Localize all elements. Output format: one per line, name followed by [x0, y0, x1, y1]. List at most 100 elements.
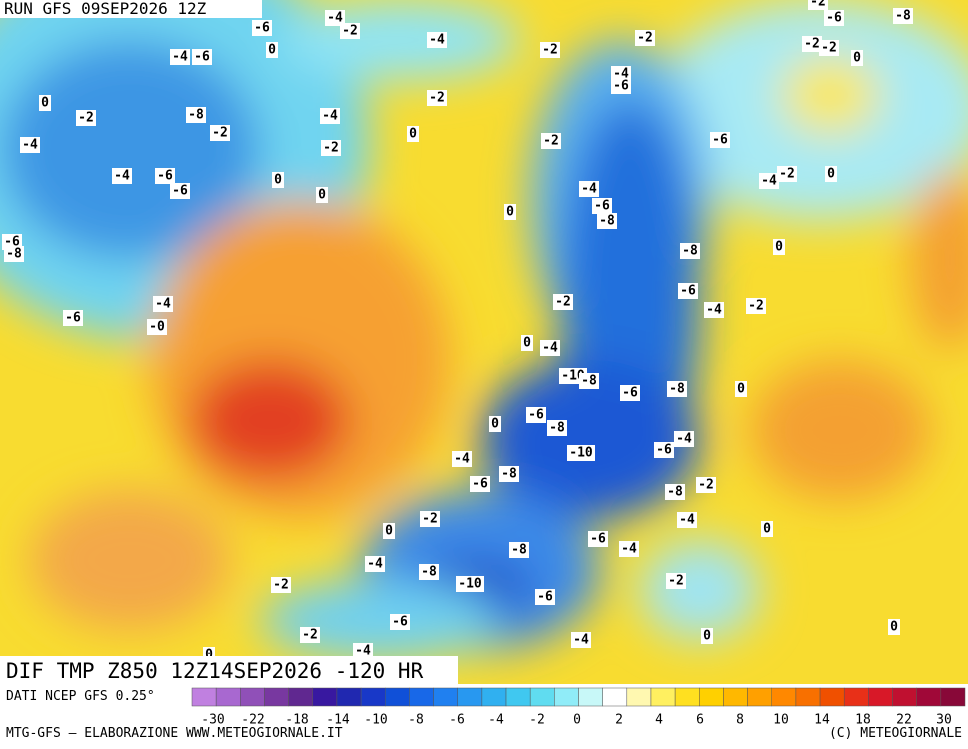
- scale-swatch: [940, 687, 966, 707]
- label-box: [271, 577, 291, 593]
- scale-label: 6: [696, 713, 704, 728]
- product-label: DIF TMP Z850 12Z14SEP2026 -120 HR: [6, 659, 424, 683]
- label-box: [819, 40, 839, 56]
- contour-label: -2: [821, 41, 837, 56]
- contour-label: 0: [890, 620, 898, 635]
- scale-label: 8: [736, 713, 744, 728]
- scale-swatch: [674, 687, 700, 707]
- label-box: [252, 20, 272, 36]
- label-box: [499, 466, 519, 482]
- source-label: DATI NCEP GFS 0.25°: [6, 689, 155, 704]
- contour-label: -4: [761, 174, 777, 189]
- contour-label: -6: [656, 443, 672, 458]
- label-box: [170, 183, 190, 199]
- label-box: [588, 531, 608, 547]
- label-box: [470, 476, 490, 492]
- scale-swatch: [481, 687, 507, 707]
- contour-label: -4: [367, 557, 383, 572]
- label-box: [888, 619, 900, 635]
- contour-label: -2: [273, 578, 289, 593]
- scale-swatch: [723, 687, 748, 707]
- label-box: [419, 564, 439, 580]
- label-box: [592, 198, 612, 214]
- label-box: [808, 0, 828, 10]
- product-box: [0, 656, 458, 684]
- label-box: [674, 431, 694, 447]
- label-box: [340, 23, 360, 39]
- contour-label: 0: [737, 382, 745, 397]
- label-box: [567, 445, 595, 461]
- label-box: [893, 8, 913, 24]
- scale-label: -8: [408, 713, 424, 728]
- contour-label: 0: [385, 524, 393, 539]
- scale-label: -18: [285, 713, 308, 728]
- label-box: [620, 385, 640, 401]
- credit-label: MTG-GFS — ELABORAZIONE WWW.METEOGIORNALE…: [6, 726, 343, 741]
- scale-label: -2: [529, 713, 545, 728]
- scale-swatch: [288, 687, 314, 707]
- label-box: [710, 132, 730, 148]
- contour-label: -8: [501, 467, 517, 482]
- contour-label: 0: [775, 240, 783, 255]
- contour-label: -6: [194, 50, 210, 65]
- contour-label: -0: [149, 320, 165, 335]
- contour-label: -2: [302, 628, 318, 643]
- contour-label: -4: [454, 452, 470, 467]
- contour-label: 0: [523, 336, 531, 351]
- label-box: [746, 298, 766, 314]
- contour-label: -4: [429, 33, 445, 48]
- label-box: [170, 49, 190, 65]
- label-box: [597, 213, 617, 229]
- label-box: [619, 541, 639, 557]
- contour-label: 0: [409, 127, 417, 142]
- contour-label: -2: [698, 478, 714, 493]
- label-box: [579, 181, 599, 197]
- contour-label: -4: [679, 513, 695, 528]
- label-box: [680, 243, 700, 259]
- label-box: [365, 556, 385, 572]
- label-box: [456, 576, 484, 592]
- scale-label: 18: [855, 713, 871, 728]
- scale-swatch: [433, 687, 458, 707]
- label-box: [571, 632, 591, 648]
- contour-label: -2: [543, 134, 559, 149]
- label-box: [427, 32, 447, 48]
- scale-swatch: [747, 687, 772, 707]
- scale-swatch: [191, 687, 217, 707]
- contour-label: -4: [706, 303, 722, 318]
- contour-label: -4: [355, 644, 371, 659]
- contour-label: -6: [392, 615, 408, 630]
- label-box: [678, 283, 698, 299]
- contour-label: -6: [172, 184, 188, 199]
- label-box: [611, 78, 631, 94]
- contour-label: 0: [318, 188, 326, 203]
- label-box: [540, 340, 560, 356]
- label-box: [579, 373, 599, 389]
- contour-label: -6: [613, 79, 629, 94]
- label-box: [407, 126, 419, 142]
- label-box: [696, 477, 716, 493]
- label-box: [654, 442, 674, 458]
- label-box: [320, 108, 340, 124]
- label-box: [825, 166, 837, 182]
- scale-swatch: [795, 687, 821, 707]
- contour-label: -6: [680, 284, 696, 299]
- label-box: [526, 407, 546, 423]
- label-box: [851, 50, 863, 66]
- contour-label: -10: [569, 446, 593, 461]
- contour-label: 0: [41, 96, 49, 111]
- label-box: [666, 573, 686, 589]
- label-box: [521, 335, 533, 351]
- scale-label: -6: [449, 713, 465, 728]
- scale-swatch: [360, 687, 386, 707]
- contour-label: 0: [703, 629, 711, 644]
- label-box: [192, 49, 212, 65]
- contour-label: -4: [581, 182, 597, 197]
- label-box: [667, 381, 687, 397]
- label-box: [489, 416, 501, 432]
- label-box: [390, 614, 410, 630]
- contour-label: -2: [804, 37, 820, 52]
- scale-label: 0: [573, 713, 581, 728]
- contour-label: -8: [581, 374, 597, 389]
- contour-label: -6: [472, 477, 488, 492]
